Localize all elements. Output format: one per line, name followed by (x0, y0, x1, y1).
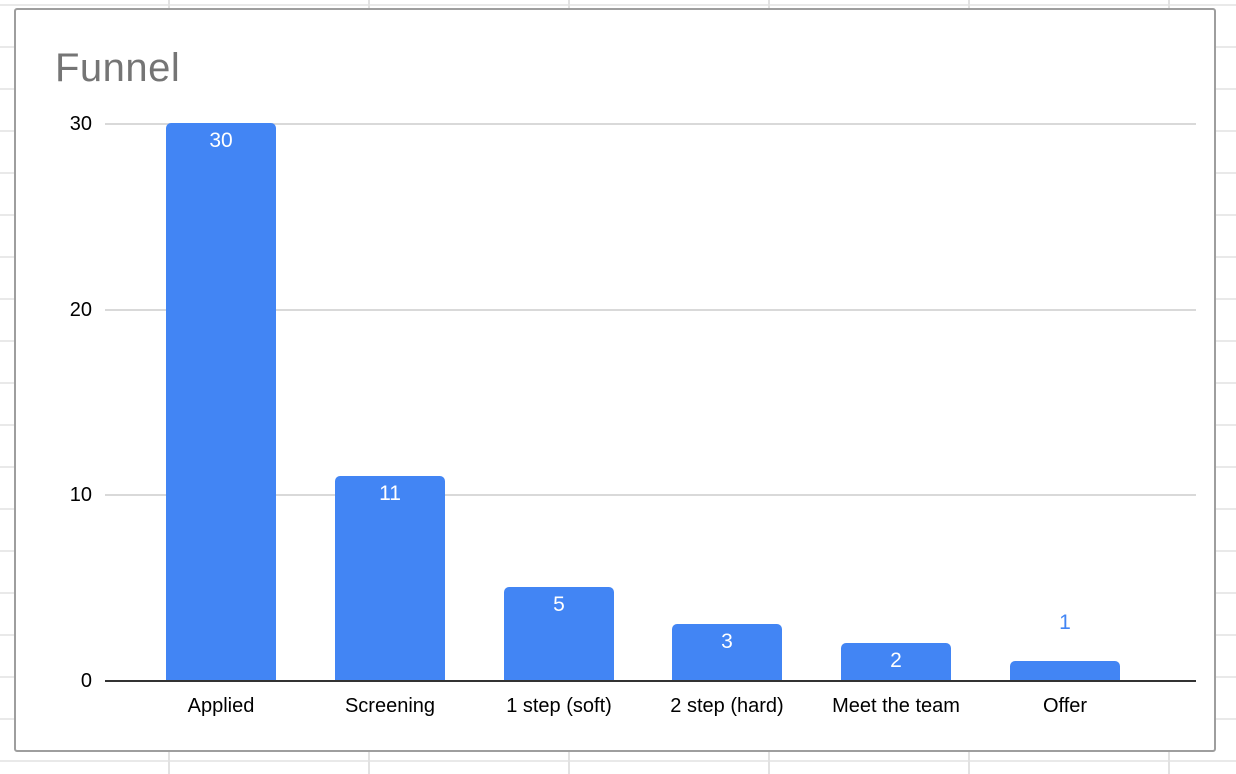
bar-meet-the-team (841, 643, 951, 680)
y-axis-tick-label: 10 (69, 484, 92, 506)
bar-screening (335, 476, 445, 680)
x-axis-category-label: Meet the team (832, 695, 960, 717)
y-axis-tick-label: 20 (69, 299, 92, 321)
x-axis-category-label: 1 step (soft) (506, 695, 612, 717)
y-gridline (105, 309, 1196, 311)
bar-1-step-soft- (504, 587, 614, 680)
x-axis-category-label: Screening (344, 695, 436, 717)
x-axis-category-label: Offer (1042, 695, 1088, 717)
x-axis-category-label: Applied (187, 695, 255, 717)
y-axis-tick-label: 0 (80, 670, 92, 692)
chart-title: Funnel (55, 46, 181, 90)
bar-value-label: 1 (1059, 611, 1071, 634)
bar-offer (1010, 661, 1120, 680)
bar-value-label: 3 (721, 630, 733, 653)
bar-2-step-hard- (672, 624, 782, 680)
bar-applied (166, 123, 276, 680)
y-gridline (105, 123, 1196, 125)
bar-value-label: 5 (553, 593, 565, 616)
bar-value-label: 11 (379, 482, 401, 505)
x-axis-category-label: 2 step (hard) (670, 695, 784, 717)
plot-area: 0 10 20 30 30 11 5 3 2 1 Applied Screening 1 step (s… (16, 10, 1214, 750)
y-gridline (105, 494, 1196, 496)
y-axis-tick-label: 30 (69, 113, 92, 135)
chart-card[interactable]: Funnel 0 10 20 30 30 11 5 3 2 1 Applied Screening 1 … (14, 8, 1216, 752)
bar-value-label: 2 (890, 649, 902, 672)
x-axis-line (105, 680, 1196, 682)
bar-value-label: 30 (209, 129, 233, 152)
